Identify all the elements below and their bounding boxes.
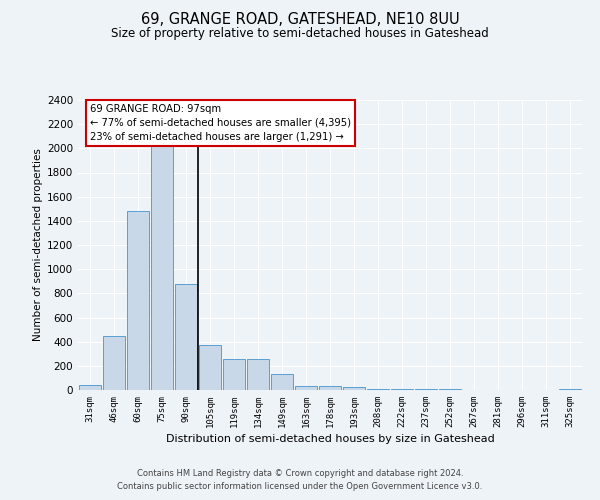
Bar — [391, 389, 413, 390]
Text: Contains public sector information licensed under the Open Government Licence v3: Contains public sector information licen… — [118, 482, 482, 491]
Bar — [439, 389, 461, 390]
Text: 69 GRANGE ROAD: 97sqm
← 77% of semi-detached houses are smaller (4,395)
23% of s: 69 GRANGE ROAD: 97sqm ← 77% of semi-deta… — [91, 104, 352, 142]
Text: 69, GRANGE ROAD, GATESHEAD, NE10 8UU: 69, GRANGE ROAD, GATESHEAD, NE10 8UU — [140, 12, 460, 28]
Bar — [271, 374, 293, 390]
Y-axis label: Number of semi-detached properties: Number of semi-detached properties — [33, 148, 43, 342]
Bar — [199, 346, 221, 390]
X-axis label: Distribution of semi-detached houses by size in Gateshead: Distribution of semi-detached houses by … — [166, 434, 494, 444]
Bar — [175, 284, 197, 390]
Bar — [247, 359, 269, 390]
Bar — [223, 359, 245, 390]
Text: Contains HM Land Registry data © Crown copyright and database right 2024.: Contains HM Land Registry data © Crown c… — [137, 468, 463, 477]
Bar — [79, 385, 101, 390]
Bar — [559, 389, 581, 390]
Bar — [319, 386, 341, 390]
Bar — [151, 144, 173, 390]
Bar — [367, 389, 389, 390]
Bar — [103, 336, 125, 390]
Bar — [295, 386, 317, 390]
Text: Size of property relative to semi-detached houses in Gateshead: Size of property relative to semi-detach… — [111, 28, 489, 40]
Bar — [127, 211, 149, 390]
Bar — [343, 387, 365, 390]
Bar — [415, 389, 437, 390]
